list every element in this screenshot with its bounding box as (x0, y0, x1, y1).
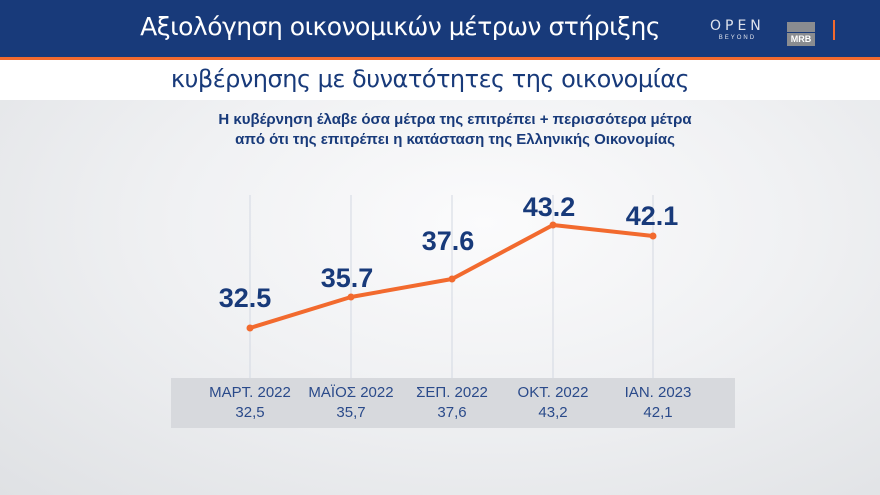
accent-rule (0, 57, 880, 60)
data-label: 43.2 (522, 192, 576, 222)
chart-title: Η κυβέρνηση έλαβε όσα μέτρα της επιτρέπε… (218, 111, 692, 148)
data-label: 42.1 (625, 201, 679, 231)
table-column: ΜΑΪΟΣ 2022 35,7 (308, 384, 394, 421)
page-subtitle: κυβέρνησης με δυνατότητες της οικονομίας (170, 65, 690, 93)
page-title: Αξιολόγηση οικονομικών μέτρων στήριξης (140, 12, 660, 41)
table-column: ΣΕΠ. 2022 37,6 (416, 384, 488, 421)
table-column: ΙΑΝ. 2023 42,1 (624, 384, 692, 421)
table-column: ΜΑΡΤ. 2022 32,5 (209, 384, 291, 421)
data-table: ΜΑΡΤ. 2022 32,5 ΜΑΪΟΣ 2022 35,7 ΣΕΠ. 202… (171, 378, 735, 428)
header-bar: Αξιολόγηση οικονομικών μέτρων στήριξης O… (0, 0, 880, 57)
gridlines (249, 195, 654, 378)
mrb-logo: MRB (787, 22, 815, 46)
data-points (246, 221, 657, 332)
data-label: 37.6 (421, 226, 475, 256)
divider (833, 20, 835, 40)
subtitle-band: κυβέρνησης με δυνατότητες της οικονομίας (0, 60, 880, 100)
open-beyond-logo: OPEN BEYOND (710, 18, 765, 41)
data-label: 35.7 (320, 263, 374, 293)
table-column: ΟΚΤ. 2022 43,2 (517, 384, 589, 421)
data-label: 32.5 (218, 283, 272, 313)
